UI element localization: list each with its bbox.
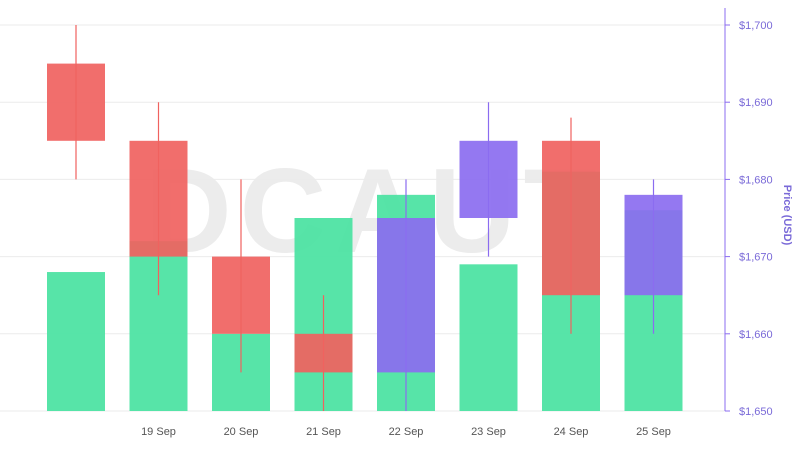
x-tick-label: 19 Sep [141,426,176,438]
x-tick-label: 25 Sep [636,426,671,438]
candle-body [129,140,188,257]
candle-body [542,140,600,296]
candle-body [459,140,518,218]
x-tick-label: 21 Sep [306,426,341,438]
grid-lines [0,24,725,412]
volume-bar [47,272,105,411]
candles [47,25,683,411]
candle-body [294,333,353,373]
candle-body [47,63,105,141]
candle-body [212,256,270,334]
y-tick-label: $1,660 [739,329,773,341]
volume-bar [459,264,518,411]
y-tick-label: $1,680 [739,174,773,186]
x-tick-label: 23 Sep [471,426,506,438]
y-tick-label: $1,670 [739,252,773,264]
x-tick-label: 24 Sep [554,426,589,438]
x-tick-label: 20 Sep [224,426,259,438]
y-axis-title: Price (USD) [781,185,793,246]
price-axis: $1,650 $1,660 $1,670 $1,680 $1,690 $1,700 [724,8,773,418]
y-tick-label: $1,700 [739,20,773,32]
candle-body [624,194,683,296]
date-axis: 19 Sep 20 Sep 21 Sep 22 Sep 23 Sep 24 Sep 25 S… [141,426,671,438]
y-tick-label: $1,650 [739,406,773,418]
watermark-text: DCAUT [145,144,605,278]
candle-body [377,218,435,373]
x-tick-label: 22 Sep [389,426,424,438]
y-tick-label: $1,690 [739,97,773,109]
